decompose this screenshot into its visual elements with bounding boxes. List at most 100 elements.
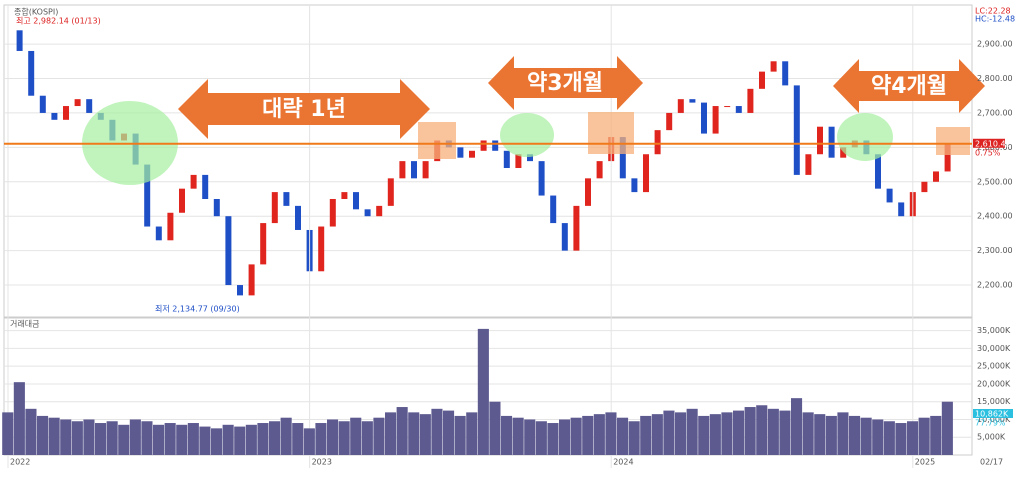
- x-tick-label: 2024: [613, 458, 633, 467]
- volume-bar: [930, 415, 942, 455]
- annotation-text: 대략 1년: [262, 97, 346, 122]
- volume-bar: [234, 426, 246, 455]
- candle: [538, 161, 545, 196]
- y-tick-label: 2,400.00: [977, 212, 1013, 221]
- low-label: 최저 2,134.77 (09/30): [155, 304, 240, 314]
- volume-bar: [338, 421, 350, 455]
- candle: [875, 154, 881, 189]
- volume-bar: [535, 421, 547, 455]
- arrow: [833, 59, 985, 113]
- annotations: 대략 1년 약3개월 약4개월: [82, 56, 985, 185]
- candle: [828, 126, 835, 158]
- y-tick-label: 2,900.00: [977, 40, 1013, 49]
- volume-bar: [257, 423, 269, 455]
- volume-bar: [547, 423, 559, 455]
- candle: [167, 212, 174, 241]
- volume-pct-label: 77.79%: [975, 419, 1006, 428]
- volume-bar: [396, 407, 408, 455]
- volume-bar: [767, 408, 779, 455]
- volume-bar: [849, 415, 861, 455]
- volume-bar: [2, 412, 14, 455]
- volume-last-label: 10,862K: [975, 410, 1009, 419]
- volume-bar: [60, 419, 72, 455]
- volume-bar: [71, 421, 83, 455]
- candle: [318, 226, 325, 272]
- change-label: 0.75%: [975, 148, 1001, 157]
- volume-bar: [292, 423, 304, 455]
- candle: [527, 154, 533, 162]
- volume-bar: [698, 415, 710, 455]
- highlight-box: [418, 122, 456, 159]
- candle: [585, 178, 591, 206]
- candle: [689, 99, 696, 103]
- annotation-text: 약4개월: [871, 74, 947, 99]
- volume-bar: [593, 414, 605, 455]
- x-tick-label: 2025: [915, 458, 935, 467]
- candle: [619, 137, 626, 179]
- y-tick-label: 2,200.00: [977, 281, 1013, 290]
- candle: [631, 178, 638, 193]
- volume-bar: [373, 417, 385, 455]
- x-tick-label: 2023: [312, 458, 332, 467]
- volume-bar: [385, 412, 397, 455]
- volume-bar: [222, 424, 234, 455]
- highlight-box: [588, 112, 634, 154]
- volume-bar: [37, 415, 49, 455]
- price-tag: [973, 138, 1005, 148]
- candle: [480, 140, 487, 151]
- volume-bar: [153, 424, 165, 455]
- candle: [190, 174, 197, 189]
- volume-bar: [907, 421, 919, 455]
- candle: [376, 205, 383, 217]
- candle: [921, 181, 928, 193]
- candle: [86, 99, 93, 113]
- candle: [677, 99, 684, 113]
- candle: [782, 61, 789, 86]
- candle: [886, 188, 893, 203]
- volume-bar: [628, 421, 640, 455]
- candle: [399, 161, 406, 179]
- volume-bar: [791, 398, 803, 455]
- volume-bar: [709, 414, 721, 455]
- volume-bar: [269, 421, 281, 455]
- candle: [770, 61, 777, 72]
- candle: [202, 174, 209, 199]
- volume-bar: [512, 417, 524, 455]
- candle: [387, 178, 394, 206]
- candle: [144, 164, 151, 227]
- candle: [225, 216, 232, 286]
- volume-bar: [837, 412, 849, 455]
- volume-bar: [315, 423, 327, 455]
- volume-tag: [973, 409, 1013, 418]
- price-title: 종합(KOSPI): [14, 8, 58, 17]
- candle: [643, 154, 649, 193]
- y-tick-label: 25,000K: [977, 362, 1011, 371]
- high-label: 최고 2,982.14 (01/13): [16, 16, 101, 26]
- volume-bar: [872, 419, 884, 455]
- candle: [805, 154, 812, 175]
- volume-bar: [443, 410, 455, 455]
- volume-bar: [419, 414, 431, 455]
- volume-bar: [106, 421, 118, 455]
- volume-bar: [559, 419, 571, 455]
- candle: [817, 126, 823, 155]
- y-tick-label: 35,000K: [977, 326, 1011, 335]
- volume-bar: [83, 419, 95, 455]
- volume-bar: [327, 419, 339, 455]
- volume-bar: [756, 405, 768, 455]
- volume-bar: [860, 417, 872, 455]
- y-tick-label: 2,700.00: [977, 108, 1013, 117]
- candle: [248, 264, 255, 296]
- volume-bar: [733, 410, 745, 455]
- volume-bar: [118, 424, 130, 455]
- candle: [422, 161, 429, 179]
- highlight-circle: [500, 113, 554, 157]
- candle: [596, 161, 603, 179]
- candle: [840, 147, 847, 158]
- volume-bar: [280, 417, 292, 455]
- volume-bar: [675, 412, 687, 455]
- volume-bar: [802, 412, 814, 455]
- volume-bar: [25, 408, 37, 455]
- candle: [28, 50, 35, 96]
